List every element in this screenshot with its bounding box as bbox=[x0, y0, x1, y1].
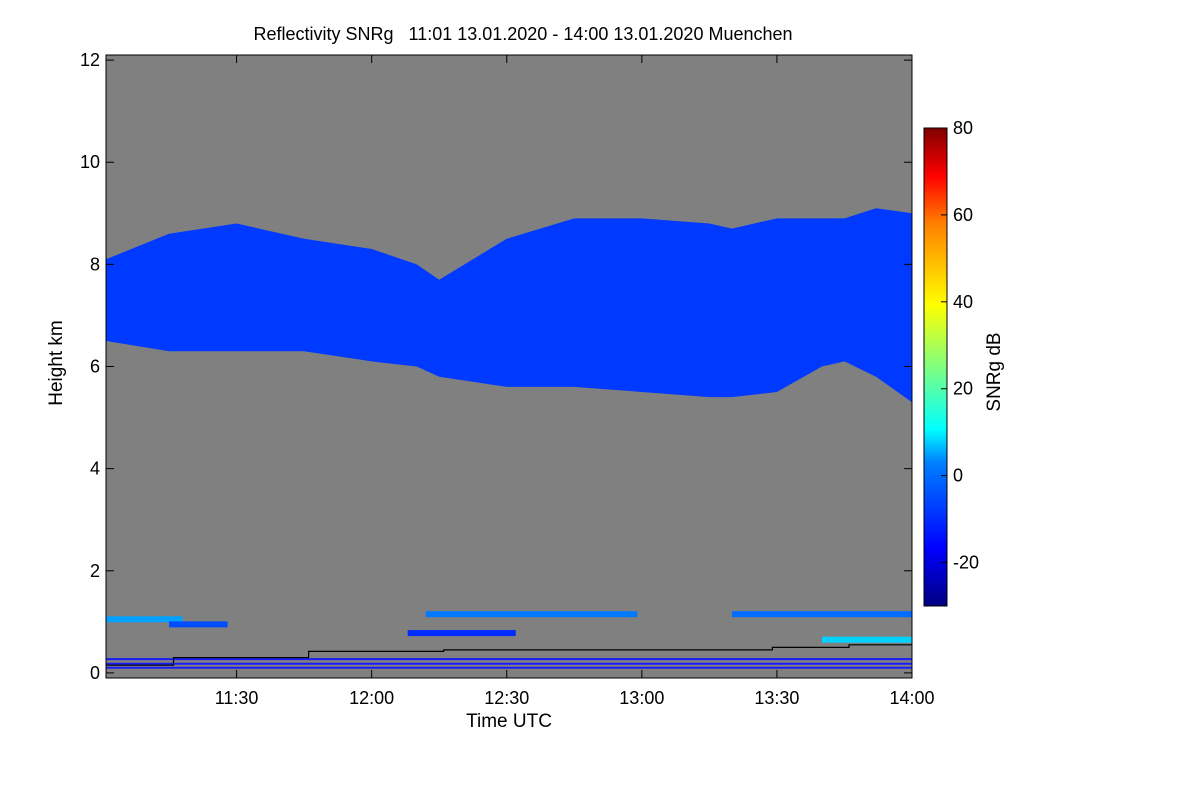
boundary-layer-strip bbox=[821, 636, 912, 643]
colorbar-tick-label: 0 bbox=[953, 466, 963, 486]
colorbar-label: SNRg dB bbox=[984, 332, 1005, 411]
colorbar-tick-label: 20 bbox=[953, 379, 973, 399]
y-tick-label: 4 bbox=[90, 459, 100, 479]
step-line bbox=[106, 644, 912, 666]
x-tick-label: 12:30 bbox=[484, 688, 529, 708]
boundary-layer-strip bbox=[407, 630, 516, 637]
y-tick-label: 12 bbox=[80, 50, 100, 70]
x-tick-label: 12:00 bbox=[349, 688, 394, 708]
x-tick-label: 13:30 bbox=[754, 688, 799, 708]
colorbar-tick-label: 60 bbox=[953, 205, 973, 225]
y-tick-label: 6 bbox=[90, 357, 100, 377]
boundary-layer-strip bbox=[731, 611, 912, 618]
colorbar-gradient bbox=[923, 127, 948, 607]
cloud-layer bbox=[106, 208, 912, 403]
x-axis-label: Time UTC bbox=[466, 711, 552, 732]
y-tick-label: 2 bbox=[90, 561, 100, 581]
colorbar-tick-label: -20 bbox=[953, 553, 979, 573]
colorbar-tick-label: 40 bbox=[953, 292, 973, 312]
y-tick-label: 8 bbox=[90, 254, 100, 274]
boundary-layer-strip bbox=[169, 621, 228, 628]
colorbar-tick-label: 80 bbox=[953, 118, 973, 138]
x-tick-label: 11:30 bbox=[215, 688, 259, 708]
plot-area: 11:30 12:00 12:30 13:00 13:30 14:00 0 2 4 6 8 10 12 bbox=[80, 50, 935, 708]
colorbar: -20 0 20 40 60 80 SNRg dB bbox=[923, 118, 1005, 607]
x-tick-label: 13:00 bbox=[619, 688, 664, 708]
chart-title: Reflectivity SNRg 11:01 13.01.2020 - 14:… bbox=[253, 24, 792, 44]
boundary-layer-strip bbox=[106, 616, 183, 623]
boundary-layer-strip bbox=[425, 611, 638, 618]
x-tick-label: 14:00 bbox=[889, 688, 934, 708]
y-tick-label: 0 bbox=[90, 663, 100, 683]
y-tick-label: 10 bbox=[80, 152, 100, 172]
y-axis-label: Height km bbox=[46, 320, 67, 406]
